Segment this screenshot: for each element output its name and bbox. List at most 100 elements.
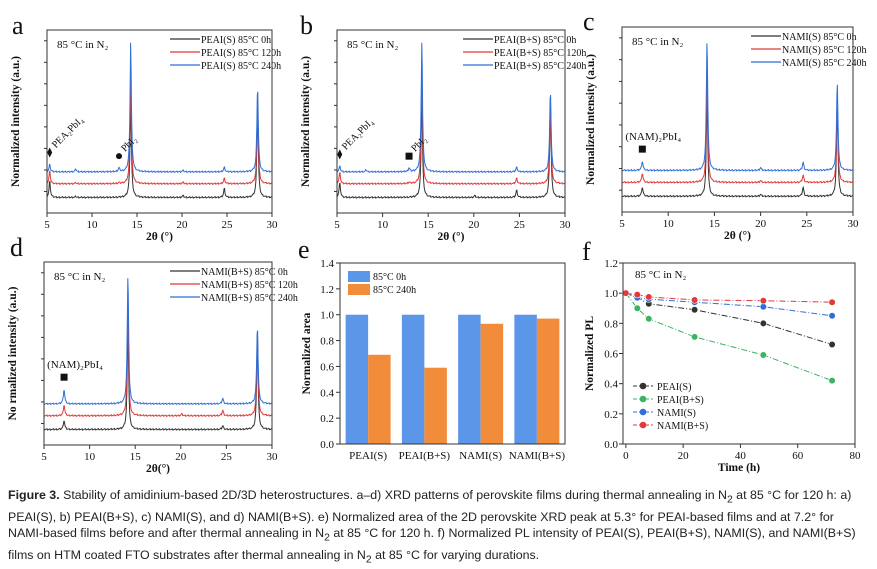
x-tick-label: NAMI(B+S) [509,450,566,462]
data-point [759,297,767,305]
data-point [691,306,699,314]
legend-label: PEAI(B+S) 85°C 240h [494,61,586,72]
caption-segment: at 85 °C for 120 h: a) PEAI(S), b) PEAI(… [8,488,852,541]
legend-label: NAMI(B+S) [657,421,708,432]
x-tick-label: NAMI(S) [459,450,502,462]
data-point [828,377,836,385]
series-line-nami-b-s- [625,292,833,303]
square-marker-icon [405,152,413,160]
x-tick-label: 10 [377,219,389,231]
legend-swatch [348,284,370,295]
data-point [691,333,699,341]
panel-e: e Normalized area 0.0 0.2 0.4 0.6 0.8 1.0 1.2 1.4… [298,235,566,462]
x-tick-label: 10 [84,451,96,463]
data-point [645,293,653,301]
y-axis-label: Normalized intensity (a.u.) [10,56,22,187]
x-tick-label: 5 [334,219,340,231]
data-point [622,289,630,297]
series-line-blue [621,43,854,172]
y-tick-label: 1.0 [604,288,618,300]
annotation-label: (NAM)₂PbI₄ [47,359,103,371]
x-tick-label: 20 [755,218,767,230]
x-tick-label: 30 [560,219,572,231]
x-axis-label: 2θ (°) [438,231,465,243]
bar-85-c-240h [480,323,504,444]
y-tick-label: 0.6 [320,361,334,373]
legend-label: NAMI(S) 85°C 240h [782,58,867,69]
x-tick-label: 20 [678,450,690,462]
caption-label: Figure 3. [8,488,60,502]
annotation-label: PbI₂ [409,134,429,154]
y-tick-label: 0.4 [320,387,334,399]
legend-label: NAMI(S) 85°C 120h [782,45,867,56]
caption-subscript: 2 [726,494,733,506]
y-tick-label: 0.2 [320,413,334,425]
plot-frame [43,261,273,446]
x-tick-label: 25 [222,219,234,231]
annotation-label: PEA₂PbI₄ [50,114,86,150]
legend-marker [639,408,647,416]
x-tick-label: 80 [850,450,862,462]
data-point [828,340,836,349]
panel-f: f Normalized PL Time (h) 0.0 0.2 0.4 0.6 0.8 1.0… [582,237,861,474]
bar-85-c-0h [514,314,537,444]
data-point [633,304,641,312]
legend-label: 85°C 0h [373,272,406,283]
caption-segment: Stability of amidinium-based 2D/3D heter… [59,488,727,502]
x-tick-label: 15 [709,218,721,230]
plot-frame [336,29,566,214]
x-tick-label: 10 [87,219,99,231]
x-tick-label: 30 [267,451,279,463]
x-tick-label: 25 [221,451,233,463]
circle-marker-icon [116,153,122,160]
y-axis-label: Normalized area [301,312,313,394]
annotation-label: (NAM)₂PbI₄ [625,131,681,143]
plot-frame [46,29,273,214]
y-tick-label: 0.6 [604,349,618,361]
panel-label: b [300,11,313,40]
y-axis-label: Normalized intensity (a.u.) [585,54,597,185]
y-tick-label: 0.2 [604,409,618,421]
panel-a: a Normalized intensity (a.u.) 2θ (°) 5 10 15 2… [10,11,281,243]
x-tick-label: 5 [41,451,47,463]
x-tick-label: PEAI(B+S) [399,450,451,462]
bar-85-c-240h [424,367,447,444]
y-axis-label: No rmalized intensity (a.u.) [7,286,19,420]
bar-85-c-0h [401,314,425,444]
x-tick-label: 30 [267,219,279,231]
panel-label: c [583,7,595,36]
data-point [633,291,641,299]
data-point [759,303,767,311]
series-line-red [46,74,273,186]
x-tick-label: 30 [848,218,860,230]
caption-subscript: 2 [324,532,330,544]
panel-label: d [10,233,23,262]
legend-swatch [348,271,370,282]
series-line-black [43,332,273,431]
panel-d: d No rmalized intensity (a.u.) 2θ(°) 5 10 15 2… [7,233,298,475]
x-axis-label: 2θ (°) [724,230,751,242]
legend-label: PEAI(S) 85°C 0h [201,35,271,46]
y-tick-label: 0.8 [604,318,618,330]
series-line-peai-s- [625,292,833,345]
bar-85-c-240h [536,318,560,444]
x-tick-label: 25 [514,219,526,231]
x-tick-label: 10 [663,218,675,230]
data-point [828,312,836,320]
caption-segment: at 85 °C for varying durations. [371,548,540,563]
legend-label: PEAI(S) 85°C 240h [201,61,281,72]
y-tick-label: 0.0 [604,439,618,451]
series-line-red [336,74,566,186]
series-line-black [621,97,854,198]
legend-marker [639,382,647,390]
legend-label: NAMI(S) 85°C 0h [782,32,857,43]
condition-label: 85 °C in N₂ [632,36,683,48]
condition-label: 85 °C in N₂ [57,39,108,51]
x-tick-label: 40 [735,450,747,462]
x-tick-label: PEAI(S) [349,450,387,462]
x-axis-label: 2θ (°) [146,231,173,243]
x-tick-label: 0 [623,450,629,462]
y-tick-label: 0.4 [604,379,618,391]
plot-frame [339,262,566,445]
